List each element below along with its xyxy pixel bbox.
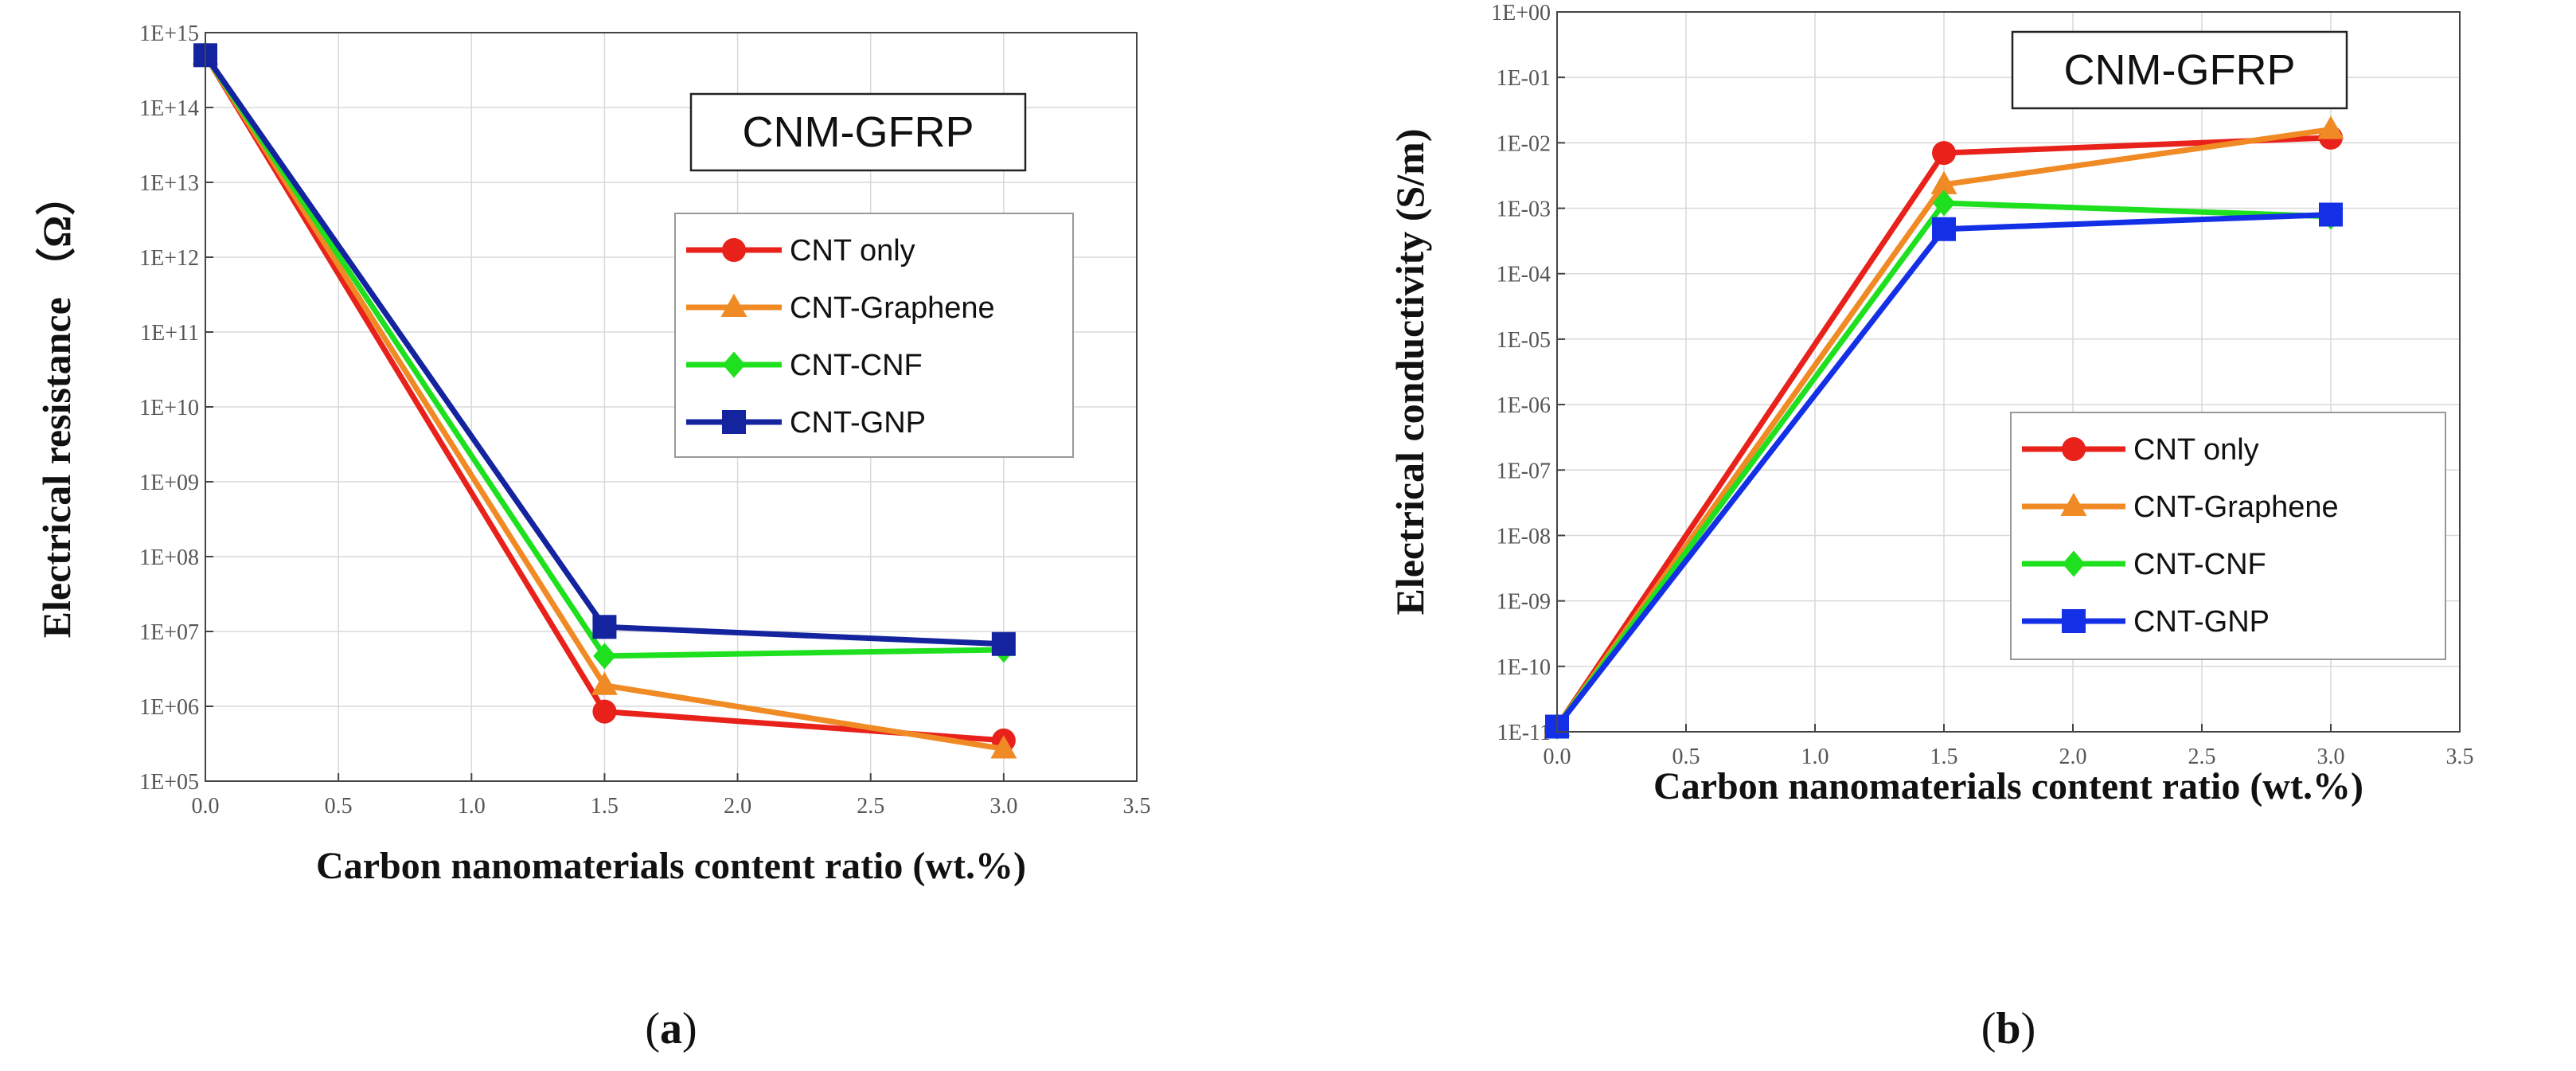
title-box-frame-a [689, 92, 1027, 172]
panel-caption-b: (b) [1981, 1004, 2035, 1053]
caption-letter-b: b [1996, 1004, 2020, 1053]
caption-paren-open-a: ( [645, 1004, 660, 1053]
legend-label-cnt-only-a: CNT only [790, 234, 915, 268]
legend-marker-cnt-gnp-b [2062, 609, 2086, 633]
x-tick-label-b: 3.0 [2317, 745, 2345, 769]
legend-marker-cnt-cnf-b [2062, 550, 2086, 577]
y-tick-label-a: 1E+14 [139, 96, 199, 121]
y-axis-label-b: Electrical conductivity (S/m) [1388, 129, 1432, 616]
chart-title-a: CNM-GFRP [743, 108, 974, 156]
x-tick-label-b: 1.0 [1801, 745, 1829, 769]
plot-frame-b [1556, 11, 2461, 733]
x-tick-label-a: 2.0 [724, 794, 751, 819]
data-point-cnt-gnp-b [1932, 217, 1956, 241]
y-tick-label-b: 1E-06 [1497, 393, 1551, 418]
y-tick-label-b: 1E-07 [1497, 459, 1551, 483]
x-tick-label-a: 0.5 [325, 794, 353, 819]
data-point-cnt-cnf-b [1932, 190, 1956, 217]
data-point-cnt-only-b [1932, 141, 1956, 166]
x-tick-label-b: 2.5 [2188, 745, 2216, 769]
plot-frame-a [205, 32, 1138, 782]
data-point-cnt-graphene-a [990, 735, 1017, 759]
series-b [1544, 115, 2344, 740]
legend-marker-cnt-graphene-b [2060, 492, 2087, 516]
data-point-cnt-graphene-b [2317, 115, 2344, 139]
legend-marker-cnt-only-a [722, 238, 746, 262]
legend-label-cnt-gnp-a: CNT-GNP [790, 406, 926, 440]
x-tick-label-b: 3.5 [2446, 745, 2474, 769]
legend-a: CNT only CNT-Graphene CNT-CNF CNT-GNP [674, 213, 1074, 458]
y-tick-label-b: 1E+00 [1491, 1, 1551, 25]
chart-panel-a: 0.0 0.5 1.0 1.5 2.0 2.5 3.0 3.5 1E+05 1E+06 1E+07 1… [34, 21, 1151, 1053]
panel-caption-a: (a) [645, 1004, 697, 1053]
data-point-cnt-cnf-a [593, 643, 616, 670]
caption-paren-close-b: ) [2021, 1004, 2036, 1053]
legend-marker-cnt-cnf-a [722, 351, 746, 378]
legend-label-cnt-graphene-b: CNT-Graphene [2133, 491, 2339, 524]
x-tick-label-b: 0.0 [1544, 745, 1571, 769]
legend-label-cnt-cnf-a: CNT-CNF [790, 349, 923, 382]
data-point-cnt-gnp-b [2319, 202, 2343, 227]
legend-marker-cnt-graphene-a [720, 293, 747, 317]
legend-label-cnt-cnf-b: CNT-CNF [2133, 548, 2266, 581]
y-tick-label-b: 1E-09 [1497, 590, 1551, 615]
legend-b: CNT only CNT-Graphene CNT-CNF CNT-GNP [2010, 412, 2446, 660]
x-tick-label-b: 2.0 [2059, 745, 2087, 769]
data-point-cnt-gnp-a [991, 631, 1016, 656]
x-tick-label-b: 0.5 [1672, 745, 1700, 769]
x-tick-label-b: 1.5 [1930, 745, 1958, 769]
title-box-frame-b [2011, 30, 2348, 110]
y-tick-label-a: 1E+06 [139, 695, 199, 720]
y-tick-label-a: 1E+05 [139, 770, 199, 795]
x-tick-label-a: 0.0 [192, 794, 220, 819]
title-box-b: CNM-GFRP [2011, 30, 2348, 110]
data-point-cnt-graphene-b [1930, 170, 1957, 194]
ticks-a: 0.0 0.5 1.0 1.5 2.0 2.5 3.0 3.5 1E+05 1E+06 1E+07 1… [139, 21, 1150, 819]
y-tick-label-b: 1E-01 [1497, 66, 1551, 91]
series-a [192, 41, 1017, 759]
y-tick-label-a: 1E+09 [139, 471, 199, 495]
y-tick-label-a: 1E+13 [139, 171, 199, 196]
y-axis-label-a: Electrical resistance （Ω） [34, 176, 79, 639]
y-tick-label-a: 1E+12 [139, 246, 199, 271]
y-tick-label-b: 1E-08 [1497, 524, 1551, 549]
y-tick-label-a: 1E+11 [140, 321, 199, 346]
x-tick-label-a: 2.5 [857, 794, 884, 819]
caption-letter-a: a [660, 1004, 682, 1053]
y-tick-label-b: 1E-05 [1497, 328, 1551, 353]
legend-marker-cnt-only-b [2062, 437, 2086, 461]
data-point-cnt-only-a [592, 699, 617, 724]
x-tick-label-a: 1.5 [591, 794, 619, 819]
x-axis-label-b: Carbon nanomaterials content ratio (wt.%… [1653, 765, 2363, 807]
caption-paren-close-a: ) [682, 1004, 697, 1053]
data-point-cnt-gnp-a [592, 615, 617, 639]
y-tick-label-b: 1E-02 [1497, 131, 1551, 156]
legend-label-cnt-graphene-a: CNT-Graphene [790, 291, 995, 325]
x-tick-label-a: 1.0 [458, 794, 486, 819]
legend-label-cnt-gnp-b: CNT-GNP [2133, 605, 2270, 639]
y-tick-label-b: 1E-11 [1497, 721, 1551, 745]
title-box-a: CNM-GFRP [689, 92, 1027, 172]
x-axis-label-a: Carbon nanomaterials content ratio (wt.%… [316, 845, 1026, 887]
y-tick-label-b: 1E-03 [1497, 197, 1551, 222]
y-tick-label-a: 1E+10 [139, 396, 199, 420]
x-tick-label-a: 3.0 [989, 794, 1017, 819]
y-tick-label-b: 1E-10 [1497, 655, 1551, 680]
chart-panel-b: 0.0 0.5 1.0 1.5 2.0 2.5 3.0 3.5 1E-11 1E-10 1E-09 1… [1388, 1, 2474, 1053]
y-tick-label-a: 1E+15 [139, 21, 199, 46]
legend-marker-cnt-gnp-a [722, 410, 746, 434]
chart-title-b: CNM-GFRP [2064, 46, 2296, 94]
y-tick-label-a: 1E+08 [139, 545, 199, 570]
data-point-cnt-graphene-a [591, 671, 618, 695]
y-tick-label-b: 1E-04 [1497, 263, 1551, 287]
legend-label-cnt-only-b: CNT only [2133, 433, 2259, 467]
y-tick-label-a: 1E+07 [139, 620, 199, 645]
x-tick-label-a: 3.5 [1123, 794, 1151, 819]
ticks-b: 0.0 0.5 1.0 1.5 2.0 2.5 3.0 3.5 1E-11 1E-10 1E-09 1… [1491, 1, 2473, 769]
caption-paren-open-b: ( [1981, 1004, 1996, 1053]
